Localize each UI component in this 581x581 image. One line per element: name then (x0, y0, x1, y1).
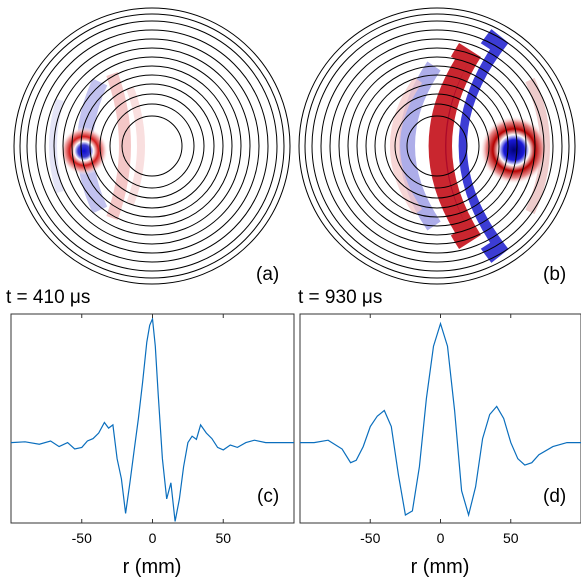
ring-contour-b-0 (406, 115, 468, 177)
ring-contour-b-5 (356, 65, 518, 227)
x-ticks-d: -50 0 50 (360, 314, 519, 546)
time-label-a: t = 410 μs (6, 287, 90, 308)
ring-contour-b-1 (394, 103, 480, 189)
ring-contour-a-8 (44, 38, 260, 254)
panel-label-a: (a) (256, 264, 279, 285)
ring-contours-b (298, 7, 576, 285)
ring-contour-a-5 (71, 65, 233, 227)
ring-contours-a (13, 7, 291, 285)
x-tick-label-d-0: -50 (360, 530, 380, 546)
x-axis-label-c: r (mm) (123, 556, 182, 578)
panel-label-c: (c) (257, 486, 279, 507)
x-tick-label-d-1: 0 (437, 530, 445, 546)
ring-contour-b-6 (347, 56, 527, 236)
wavefield-map-b: (b) (298, 7, 576, 285)
panel-label-d: (d) (543, 486, 566, 507)
ring-contour-b-7 (338, 47, 536, 245)
panel-label-b: (b) (543, 264, 566, 285)
line-plot-d: -50 0 50 (d) r (mm) (299, 313, 581, 578)
plot-frame-c (10, 313, 295, 524)
ring-contour-a-6 (62, 56, 242, 236)
ring-contour-b-8 (329, 38, 545, 254)
ring-contour-b-10 (311, 20, 563, 272)
ring-contour-a-2 (99, 93, 205, 199)
ring-contour-a-1 (109, 103, 195, 189)
ring-contour-a-12 (13, 7, 291, 285)
time-label-b: t = 930 μs (298, 287, 382, 308)
x-axis-label-d: r (mm) (411, 556, 470, 578)
ring-contour-a-4 (80, 74, 224, 218)
ring-contour-b-11 (304, 13, 570, 279)
ring-contour-a-7 (53, 47, 251, 245)
ring-contour-a-3 (89, 83, 215, 209)
ring-contour-b-9 (320, 29, 554, 263)
ring-contour-b-4 (365, 74, 509, 218)
ring-contour-b-3 (374, 83, 500, 209)
trace-line-d (300, 321, 581, 518)
line-plot-c: -50 0 50 (c) r (mm) (10, 313, 295, 578)
x-ticks-c: -50 0 50 (72, 314, 231, 546)
ring-contour-a-0 (121, 115, 183, 177)
trace-line-c (10, 316, 294, 522)
ring-contour-a-10 (26, 20, 278, 272)
ring-contour-a-11 (19, 13, 285, 279)
x-tick-label-c-1: 0 (149, 530, 157, 546)
x-tick-label-c-0: -50 (72, 530, 92, 546)
x-tick-label-d-2: 50 (503, 530, 519, 546)
ring-contour-b-2 (384, 93, 490, 199)
plot-frame-d (299, 313, 581, 524)
x-tick-label-c-2: 50 (215, 530, 231, 546)
wavefield-map-a: (a) (13, 7, 291, 285)
ring-contour-b-12 (298, 7, 576, 285)
ring-contour-a-9 (35, 29, 269, 263)
